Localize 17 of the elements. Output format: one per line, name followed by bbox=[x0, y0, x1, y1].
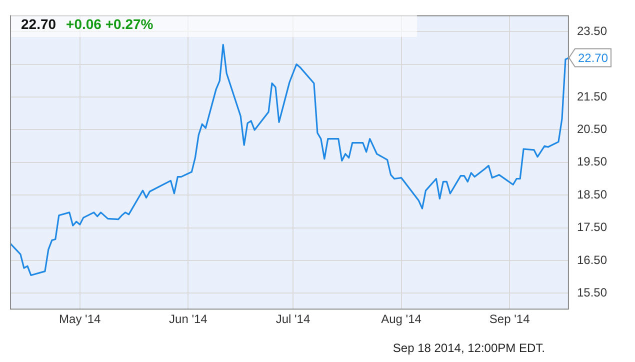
x-tick-label: Jul '14 bbox=[276, 312, 310, 326]
chart-title: 22.70 bbox=[21, 16, 56, 32]
chart-subtitle: +0.06 +0.27% bbox=[66, 16, 154, 32]
x-tick-label: May '14 bbox=[59, 312, 102, 326]
y-tick-label: 19.50 bbox=[576, 154, 608, 169]
y-tick-label: 23.50 bbox=[576, 24, 608, 38]
annotation: 22.70 bbox=[578, 51, 608, 66]
y-tick-label: 15.50 bbox=[576, 286, 608, 300]
y-tick-label: 17.50 bbox=[576, 220, 608, 234]
y-tick-label: 16.50 bbox=[576, 252, 608, 267]
text: Sep 18 2014, 12:00PM EDT. bbox=[392, 341, 545, 355]
x-tick-label: Jun '14 bbox=[169, 312, 208, 326]
y-tick-label: 18.50 bbox=[576, 187, 608, 202]
x-tick-label: Aug '14 bbox=[381, 312, 422, 326]
y-tick-label: 21.50 bbox=[576, 89, 608, 104]
x-tick-label: Sep '14 bbox=[489, 312, 530, 326]
y-tick-label: 20.50 bbox=[576, 122, 608, 136]
